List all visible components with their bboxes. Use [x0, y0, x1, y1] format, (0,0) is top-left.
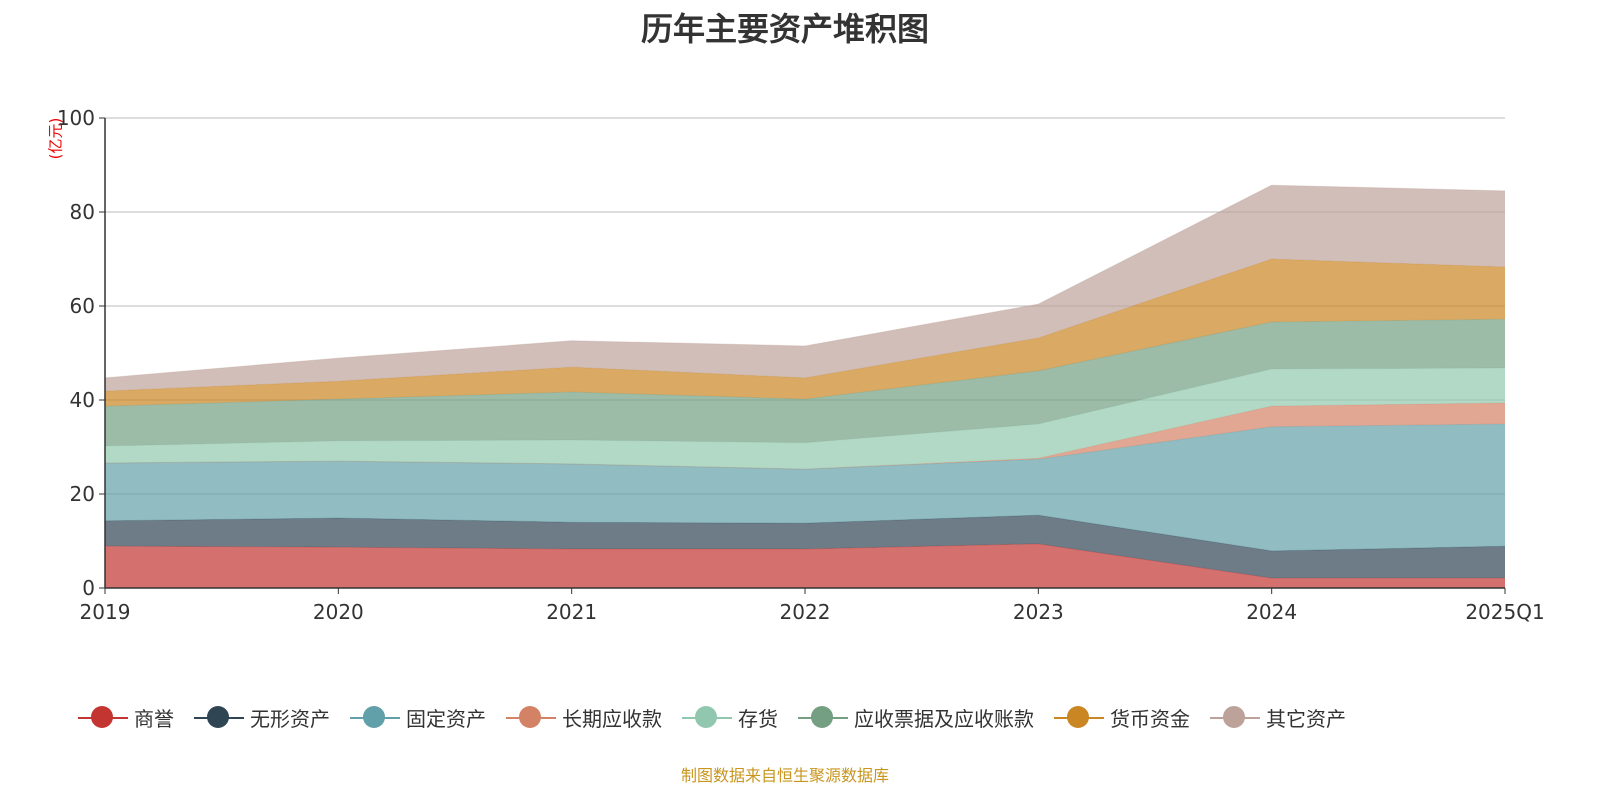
- legend-label: 货币资金: [1110, 706, 1190, 731]
- legend-item[interactable]: 固定资产: [350, 702, 486, 732]
- legend-label: 无形资产: [250, 706, 330, 731]
- y-tick-label: 0: [82, 576, 95, 600]
- legend-marker-icon: [1210, 702, 1260, 732]
- stacked-area-chart: 0 20 40 60 80 100 2019 2020 2021 2022 2023 2024 2025…: [57, 106, 1545, 624]
- series-line-7: [104, 184, 1506, 379]
- area-series-0: [105, 543, 1505, 588]
- legend-label: 其它资产: [1266, 706, 1346, 731]
- data-source-note: 制图数据来自恒生聚源数据库: [680, 766, 889, 785]
- area-series-6: [105, 259, 1505, 407]
- legend-label: 固定资产: [406, 706, 486, 731]
- legend-marker-icon: [350, 702, 400, 732]
- legend-marker-icon: [682, 702, 732, 732]
- area-series-1: [105, 515, 1505, 579]
- x-tick-label: 2019: [80, 600, 131, 624]
- y-tick-label: 100: [57, 106, 95, 130]
- x-tick-label: 2021: [546, 600, 597, 624]
- legend: 商誉 无形资产 固定资产 长期应收款 存货 应收票据及应收账款 货币资金 其它资产: [78, 702, 1366, 732]
- legend-item[interactable]: 其它资产: [1210, 702, 1346, 732]
- legend-label: 应收票据及应收账款: [854, 706, 1034, 731]
- legend-label: 商誉: [134, 706, 174, 731]
- area-series-4: [105, 368, 1505, 470]
- legend-item[interactable]: 无形资产: [194, 702, 330, 732]
- area-series-2: [105, 423, 1505, 551]
- area-series-7: [105, 185, 1505, 392]
- legend-marker-icon: [78, 702, 128, 732]
- x-tick-label: 2024: [1246, 600, 1297, 624]
- legend-item[interactable]: 应收票据及应收账款: [798, 702, 1034, 732]
- y-tick-label: 40: [70, 388, 95, 412]
- legend-item[interactable]: 货币资金: [1054, 702, 1190, 732]
- y-tick-label: 60: [70, 294, 95, 318]
- x-tick-label: 2025Q1: [1465, 600, 1544, 624]
- legend-marker-icon: [798, 702, 848, 732]
- x-tick-label: 2023: [1013, 600, 1064, 624]
- legend-marker-icon: [194, 702, 244, 732]
- legend-item[interactable]: 商誉: [78, 702, 174, 732]
- x-tick-label: 2020: [313, 600, 364, 624]
- legend-label: 长期应收款: [562, 706, 662, 731]
- legend-label: 存货: [738, 706, 778, 731]
- y-tick-label: 20: [70, 482, 95, 506]
- chart-title: 历年主要资产堆积图: [640, 10, 929, 48]
- legend-item[interactable]: 存货: [682, 702, 778, 732]
- y-tick-label: 80: [70, 200, 95, 224]
- area-series-3: [105, 402, 1505, 470]
- legend-marker-icon: [1054, 702, 1104, 732]
- area-series-5: [105, 319, 1505, 447]
- legend-item[interactable]: 长期应收款: [506, 702, 662, 732]
- x-tick-label: 2022: [780, 600, 831, 624]
- legend-marker-icon: [506, 702, 556, 732]
